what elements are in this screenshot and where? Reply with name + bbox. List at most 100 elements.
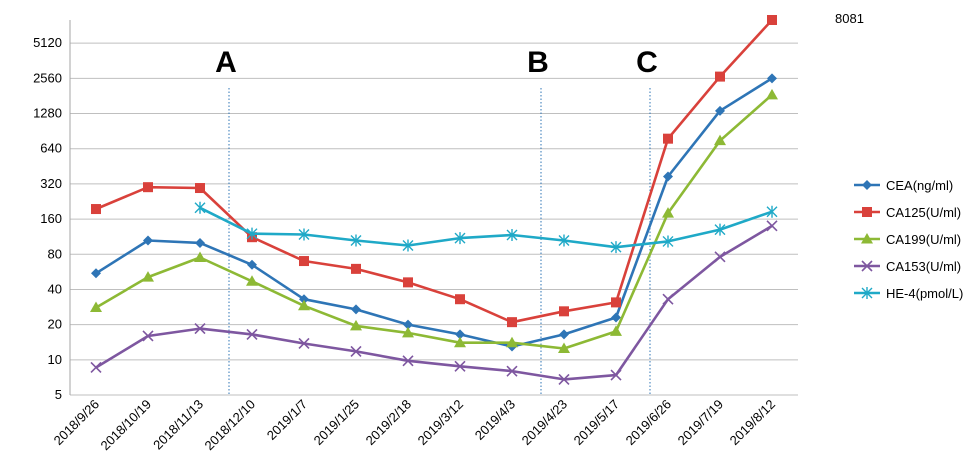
legend-label: CA125(U/ml) <box>886 205 961 220</box>
data-point <box>194 251 206 263</box>
legend-label: CEA(ng/ml) <box>886 178 953 193</box>
data-point <box>402 326 414 338</box>
data-point <box>767 15 777 25</box>
data-point <box>454 336 466 348</box>
data-point <box>455 329 465 340</box>
data-point <box>611 297 621 308</box>
phase-markers: A B C <box>215 46 658 395</box>
data-point <box>454 360 466 372</box>
y-tick-label: 5120 <box>33 35 62 50</box>
legend-label: HE-4(pmol/L) <box>886 286 963 301</box>
data-point <box>558 234 570 247</box>
legend-marker <box>862 207 872 217</box>
data-point <box>246 227 258 240</box>
x-tick-label: 2019/5/17 <box>571 397 623 449</box>
data-point <box>194 201 206 214</box>
x-tick-label: 2019/4/23 <box>519 397 571 449</box>
data-point <box>662 293 674 305</box>
data-point <box>246 328 258 340</box>
data-point <box>298 299 310 311</box>
data-point <box>714 223 726 236</box>
phase-label-b: B <box>527 46 549 79</box>
data-point <box>402 355 414 367</box>
data-point <box>610 325 622 336</box>
legend-marker <box>861 233 873 244</box>
data-point <box>506 228 518 241</box>
data-point <box>403 277 413 288</box>
data-point <box>662 235 674 248</box>
x-tick-label: 2019/4/3 <box>472 397 518 443</box>
data-point <box>350 234 362 247</box>
legend-label: CA199(U/ml) <box>886 232 961 247</box>
data-point <box>507 317 517 328</box>
data-point <box>299 256 309 267</box>
data-point <box>714 134 726 146</box>
data-point <box>298 228 310 241</box>
data-point <box>559 306 569 317</box>
legend-item: CA153(U/ml) <box>854 259 961 274</box>
legend-item: CA125(U/ml) <box>854 205 961 220</box>
data-point <box>766 88 778 100</box>
data-point <box>90 301 102 313</box>
series-line <box>95 19 773 324</box>
data-point <box>454 232 466 245</box>
series-0 <box>91 73 777 352</box>
x-tick-label: 2018/10/19 <box>97 397 154 454</box>
data-point <box>194 323 206 335</box>
data-point <box>506 365 518 377</box>
data-point <box>299 294 309 305</box>
data-point <box>90 361 102 374</box>
data-point <box>506 336 518 348</box>
x-tick-label: 2019/7/19 <box>675 397 727 449</box>
y-tick-label: 40 <box>48 281 62 296</box>
data-point <box>142 330 154 342</box>
phase-label-a: A <box>215 46 237 79</box>
y-tick-label: 320 <box>40 176 62 191</box>
x-tick-label: 2019/3/12 <box>415 397 467 449</box>
data-point <box>351 263 361 274</box>
data-point <box>767 73 777 84</box>
series-1 <box>91 15 777 328</box>
legend-item: HE-4(pmol/L) <box>854 286 963 301</box>
x-tick-label: 2019/2/18 <box>363 397 415 449</box>
data-point <box>663 171 673 182</box>
data-point <box>195 237 205 248</box>
data-point <box>91 268 101 279</box>
data-point <box>246 275 258 286</box>
legend-label: CA153(U/ml) <box>886 259 961 274</box>
x-tick-label: 2019/1/7 <box>264 397 310 443</box>
legend-marker <box>861 260 873 272</box>
top-value-note: 8081 <box>835 11 864 26</box>
x-tick-label: 2018/9/26 <box>51 397 103 449</box>
y-tick-label: 80 <box>48 246 62 261</box>
data-point <box>662 207 674 218</box>
x-tick-label: 2019/6/26 <box>623 397 675 449</box>
data-point <box>247 259 257 270</box>
series-lines <box>90 15 778 385</box>
series-line <box>199 206 773 249</box>
y-axis-ticks: 5 10 20 40 80 160 320 640 1280 2560 5120 <box>33 35 62 402</box>
x-tick-label: 2018/11/13 <box>150 397 206 453</box>
data-point <box>611 312 621 323</box>
x-tick-label: 2019/1/25 <box>311 397 363 449</box>
data-point <box>143 235 153 246</box>
data-point <box>766 220 778 232</box>
data-point <box>143 182 153 193</box>
y-tick-label: 1280 <box>33 106 62 121</box>
data-point <box>350 345 362 357</box>
data-point <box>610 369 622 381</box>
legend-marker <box>862 180 872 190</box>
x-tick-label: 2019/8/12 <box>727 397 779 449</box>
phase-label-c: C <box>636 46 658 79</box>
y-tick-label: 160 <box>40 211 62 226</box>
series-line <box>95 93 773 350</box>
legend: CEA(ng/ml) CA125(U/ml) CA199(U/ml) CA153(U/… <box>854 178 963 301</box>
series-line <box>95 224 773 381</box>
legend-marker <box>861 287 873 299</box>
data-point <box>298 337 310 350</box>
y-tick-label: 2560 <box>33 70 62 85</box>
data-point <box>351 304 361 315</box>
data-point <box>350 319 362 331</box>
